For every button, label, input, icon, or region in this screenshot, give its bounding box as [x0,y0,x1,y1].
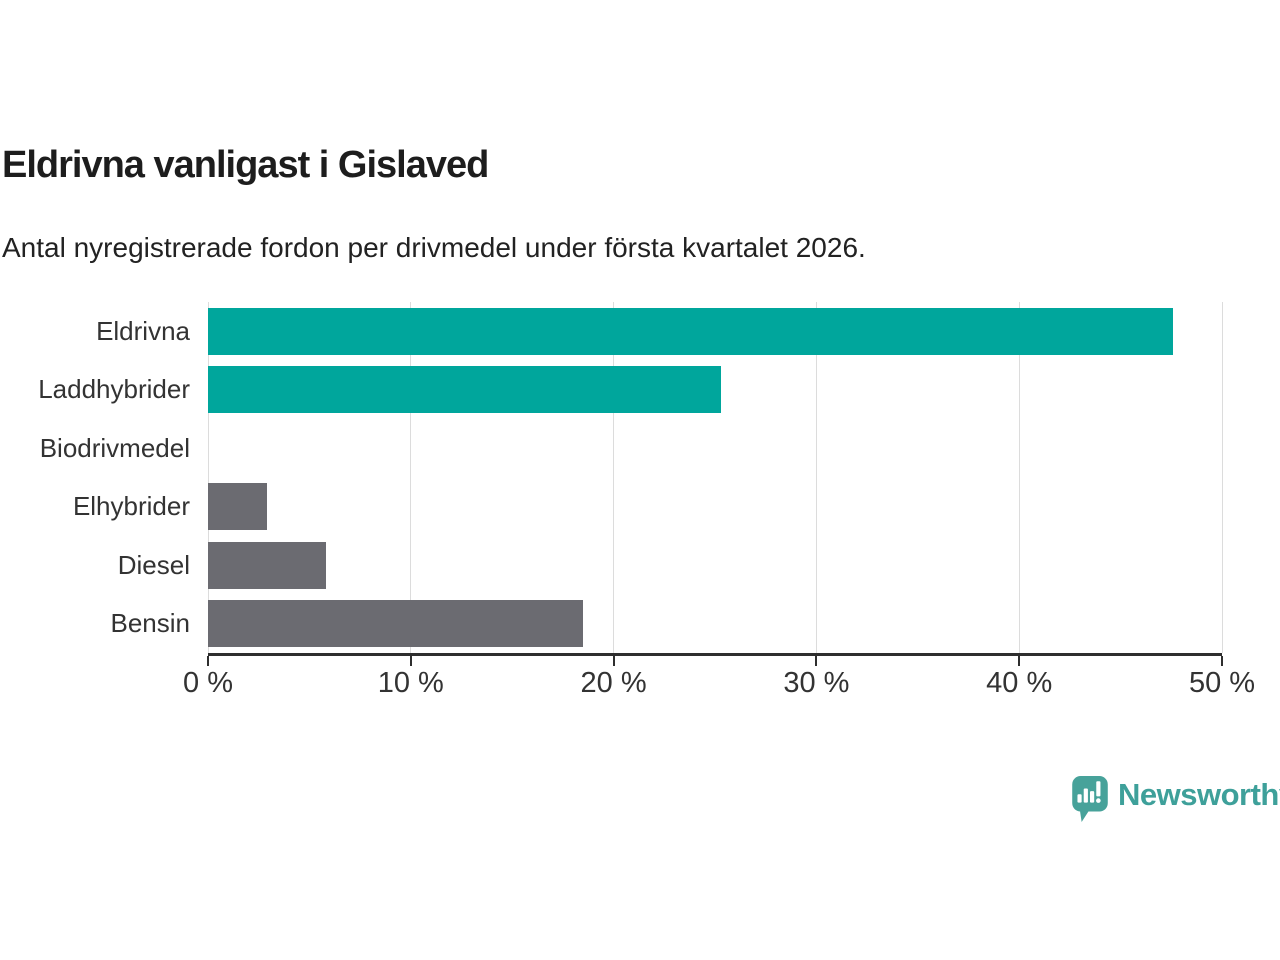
category-label: Bensin [110,608,191,639]
gridline [815,302,817,653]
x-tick-label: 10 % [377,667,444,699]
x-tick-label: 30 % [783,667,850,699]
x-tick-label: 40 % [986,667,1053,699]
x-tick-mark [815,656,818,666]
x-tick-label: 20 % [580,667,647,699]
bar-elhybrider [208,483,267,531]
x-tick-mark [1221,656,1223,666]
plot-area [207,302,1223,656]
gridline [1018,302,1020,653]
gridline [1221,302,1223,653]
x-tick-mark [1018,656,1021,666]
x-tick-mark [207,656,209,666]
bar-diesel [208,541,326,589]
category-label: Biodrivmedel [39,432,190,463]
bar-laddhybrider [208,366,722,414]
category-label: Laddhybrider [38,374,190,405]
chart-title: Eldrivna vanligast i Gislaved [2,144,489,186]
bar-eldrivna [208,307,1174,355]
logo-wordmark: Newsworthy [1118,777,1280,812]
chart-subtitle: Antal nyregistrerade fordon per drivmede… [2,232,866,263]
x-axis-tick-labels: 0 % 10 % 20 % 30 % 40 % 50 % [183,667,1255,701]
x-tick-label: 0 % [183,667,233,699]
x-tick-mark [409,656,412,666]
gridline [613,302,615,653]
x-tick-mark [612,656,615,666]
category-label: Elhybrider [72,491,190,522]
x-axis-tick-marks [207,656,1223,667]
category-label: Eldrivna [96,315,190,346]
x-tick-label: 50 % [1188,667,1256,699]
gridline [207,302,209,653]
bar-bensin [208,600,584,648]
category-axis: Eldrivna Laddhybrider Biodrivmedel Elhybrid… [0,302,190,653]
category-label: Diesel [117,549,190,580]
newsworthy-speech-bubble-chart-icon [1072,776,1108,822]
newsworthy-logo: Newsworthy [1072,776,1280,822]
gridline [410,302,412,653]
